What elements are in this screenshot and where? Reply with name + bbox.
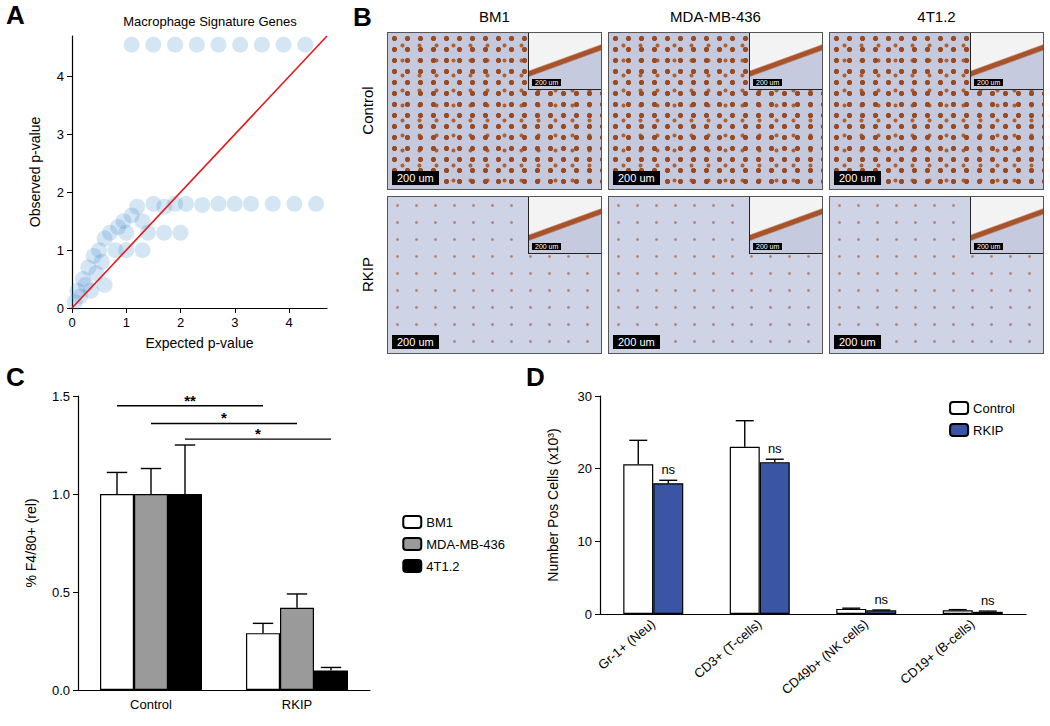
svg-text:CD49b+ (NK cells): CD49b+ (NK cells): [779, 616, 871, 697]
html-text:4T1.2: 4T1.2: [917, 8, 956, 25]
html-text:MDA-MB-436: MDA-MB-436: [670, 8, 761, 25]
svg-text:MDA-MB-436: MDA-MB-436: [426, 537, 505, 552]
svg-text:2: 2: [57, 185, 64, 200]
svg-text:% F4/80+ (rel): % F4/80+ (rel): [23, 498, 39, 587]
svg-text:BM1: BM1: [426, 515, 453, 530]
html-text:200 um: 200 um: [618, 172, 655, 184]
svg-text:ns: ns: [874, 592, 888, 607]
svg-text:4: 4: [285, 315, 292, 330]
svg-text:2: 2: [177, 315, 184, 330]
svg-text:4: 4: [57, 69, 64, 84]
svg-text:**: **: [184, 392, 196, 409]
svg-text:*: *: [221, 409, 227, 426]
html-text:200 um: 200 um: [977, 79, 1001, 86]
svg-text:3: 3: [231, 315, 238, 330]
html-text:200 um: 200 um: [756, 79, 780, 86]
svg-text:RKIP: RKIP: [973, 423, 1003, 438]
svg-text:0: 0: [68, 315, 75, 330]
svg-text:D: D: [526, 362, 545, 392]
svg-text:1: 1: [123, 315, 130, 330]
svg-text:1.5: 1.5: [52, 389, 70, 404]
html-text:200 um: 200 um: [397, 336, 434, 348]
svg-text:0.5: 0.5: [52, 585, 70, 600]
html-text:200 um: 200 um: [839, 172, 876, 184]
svg-text:ns: ns: [768, 441, 782, 456]
svg-text:0: 0: [585, 607, 592, 622]
html-text:200 um: 200 um: [839, 336, 876, 348]
html-text:BM1: BM1: [479, 8, 510, 25]
svg-text:30: 30: [578, 389, 592, 404]
svg-text:Observed p-value: Observed p-value: [27, 117, 43, 228]
svg-text:*: *: [255, 425, 261, 442]
svg-text:ns: ns: [981, 593, 995, 608]
html-text:RKIP: RKIP: [358, 257, 376, 292]
html-text:B: B: [353, 2, 372, 32]
svg-text:20: 20: [578, 461, 592, 476]
html-text:200 um: 200 um: [618, 336, 655, 348]
svg-text:10: 10: [578, 534, 592, 549]
svg-text:CD3+ (T-cells): CD3+ (T-cells): [691, 616, 765, 681]
svg-text:4T1.2: 4T1.2: [426, 559, 459, 574]
html-text:200 um: 200 um: [535, 79, 559, 86]
svg-text:CD19+ (B-cells): CD19+ (B-cells): [897, 616, 977, 687]
svg-text:1: 1: [57, 243, 64, 258]
svg-text:3: 3: [57, 127, 64, 142]
html-text:200 um: 200 um: [397, 172, 434, 184]
html-text:200 um: 200 um: [535, 243, 559, 250]
svg-text:Control: Control: [130, 697, 172, 712]
svg-text:C: C: [6, 362, 25, 392]
html-text:200 um: 200 um: [756, 243, 780, 250]
svg-text:ns: ns: [661, 462, 675, 477]
svg-text:Macrophage Signature Genes: Macrophage Signature Genes: [123, 14, 297, 29]
svg-text:Control: Control: [973, 401, 1015, 416]
svg-text:1.0: 1.0: [52, 487, 70, 502]
html-text:200 um: 200 um: [977, 243, 1001, 250]
svg-text:Number Pos Cells (x10³): Number Pos Cells (x10³): [545, 428, 561, 581]
svg-text:RKIP: RKIP: [282, 697, 312, 712]
html-text:Control: Control: [358, 86, 376, 135]
svg-text:Gr-1+ (Neu): Gr-1+ (Neu): [595, 616, 658, 672]
svg-text:A: A: [6, 0, 25, 30]
svg-text:Expected p-value: Expected p-value: [145, 335, 253, 351]
svg-text:0: 0: [57, 301, 64, 316]
svg-text:0.0: 0.0: [52, 683, 70, 698]
